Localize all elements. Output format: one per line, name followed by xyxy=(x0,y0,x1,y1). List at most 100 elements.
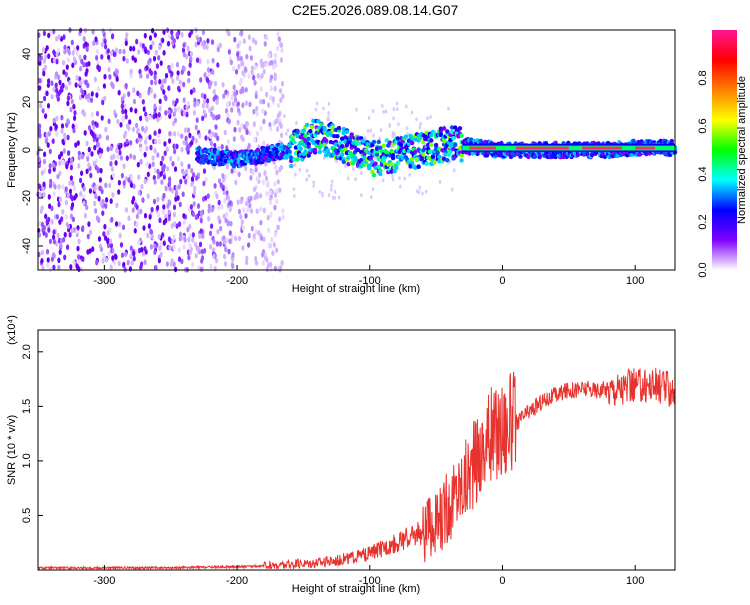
spectrogram-dot xyxy=(129,153,133,159)
spectrogram-dot xyxy=(137,209,141,216)
spectrogram-dot xyxy=(271,64,276,70)
spectrogram-dot xyxy=(214,124,218,130)
spectrogram-dot xyxy=(360,171,363,175)
spectrogram-dot xyxy=(93,144,97,151)
spectrogram-dot xyxy=(153,93,157,99)
spectrogram-dot xyxy=(169,155,173,162)
spectrogram-dot xyxy=(95,55,99,61)
spectrogram-dot xyxy=(203,93,207,100)
spectrogram-dot xyxy=(249,208,253,214)
spectrogram-dot xyxy=(214,132,218,139)
spectrogram-dot xyxy=(159,251,163,258)
spectrogram-dot xyxy=(84,94,89,100)
spectrogram-dot xyxy=(124,82,128,89)
spectrogram-dot xyxy=(250,69,254,76)
spectrogram-dot xyxy=(151,27,155,34)
spectrogram-dot xyxy=(162,192,166,199)
spectrogram-dot xyxy=(117,260,121,267)
spectrogram-dot xyxy=(182,97,186,103)
spectrogram-dot xyxy=(121,224,126,231)
spectrogram-dot xyxy=(265,91,269,98)
spectrogram-dot xyxy=(269,95,273,101)
spectrogram-dot xyxy=(132,250,136,257)
spectrogram-dot xyxy=(90,130,94,136)
spectrogram-dot xyxy=(144,115,148,122)
spectrogram-dot xyxy=(156,212,161,218)
spectrogram-dot xyxy=(70,98,74,105)
spectrogram-ridge-dot xyxy=(418,136,423,141)
spectrogram-dot xyxy=(279,97,283,103)
spectrogram-dot xyxy=(158,78,162,85)
spectrogram-dot xyxy=(177,184,181,190)
spectrogram-dot xyxy=(247,197,251,204)
spectrogram-dot xyxy=(71,216,75,223)
snr-panel: -300 -200 -100 0 100 0.5 1.0 1.5 2.0 Height of … xyxy=(6,315,676,595)
spectrogram-dot xyxy=(168,244,172,251)
spectrogram-dot xyxy=(447,106,450,111)
spectrogram-dot xyxy=(175,143,179,150)
spectrogram-dot xyxy=(96,216,100,222)
snr-x-ticks: -300 -200 -100 0 100 xyxy=(93,565,644,587)
spectrogram-dot xyxy=(239,198,243,205)
spectrogram-dot xyxy=(77,254,81,260)
spectrogram-dot xyxy=(48,168,52,174)
spectrogram-dot xyxy=(263,41,267,47)
spectrogram-dot xyxy=(259,86,263,92)
spectrogram-dot xyxy=(112,172,116,179)
spectrogram-dot xyxy=(102,231,106,237)
snr-x-tick-label: -100 xyxy=(359,575,381,587)
spectrogram-dot xyxy=(72,127,76,134)
spectrogram-dot xyxy=(186,127,191,133)
snr-line xyxy=(37,367,676,571)
spectrogram-dot xyxy=(158,128,162,135)
spectrogram-ridge-dot xyxy=(435,150,440,155)
spectrogram-dot xyxy=(182,219,186,225)
spectrogram-dot xyxy=(164,110,168,116)
spectrogram-dot xyxy=(87,162,91,168)
spectrogram-dot xyxy=(72,103,76,110)
spectrogram-ridge-dot xyxy=(378,168,383,173)
spectrogram-dot xyxy=(79,177,83,184)
spectrogram-dot xyxy=(153,103,157,110)
spectrogram-dot xyxy=(121,108,125,115)
spectrogram-dot xyxy=(142,225,146,231)
spectrogram-dot xyxy=(112,51,116,58)
spectrogram-dot xyxy=(318,189,322,194)
spectrogram-dot xyxy=(110,33,115,40)
spectrogram-dot xyxy=(91,120,95,126)
spectrogram-dot xyxy=(115,147,119,154)
spectrogram-dot xyxy=(312,183,316,188)
spectrogram-dot xyxy=(216,46,220,53)
spectrogram-dot xyxy=(237,171,241,178)
spectrogram-dot xyxy=(247,34,251,40)
spectrogram-dot xyxy=(176,70,180,76)
spectrogram-dot xyxy=(405,104,408,109)
spectrogram-dot xyxy=(55,87,59,94)
spectrogram-dot xyxy=(216,228,220,235)
spectrogram-dot xyxy=(81,225,85,231)
spectrogram-dot xyxy=(305,168,309,173)
spectrogram-dot xyxy=(52,57,57,64)
spectrogram-dot xyxy=(215,241,219,247)
spectrogram-ridge-dot xyxy=(394,165,399,170)
spectrogram-dot xyxy=(167,180,172,187)
spectrogram-dot xyxy=(191,237,195,243)
spectrogram-dot xyxy=(254,166,258,173)
spectrogram-dot xyxy=(254,255,258,262)
spectrogram-dot xyxy=(95,184,99,190)
spectrogram-dot xyxy=(239,214,243,220)
spectrogram-dot xyxy=(125,58,129,64)
spectrogram-dot xyxy=(109,264,113,271)
spectrogram-dot xyxy=(225,163,229,170)
spectrogram-dot xyxy=(410,110,414,115)
spectrogram-dot xyxy=(274,164,278,171)
spectrogram-dot xyxy=(171,78,175,84)
spectrogram-ridge-dot xyxy=(355,147,361,153)
spectrogram-dot xyxy=(200,255,205,261)
spectrogram-dot xyxy=(141,99,145,105)
spectrogram-ridge-dot xyxy=(349,132,354,137)
spectrogram-dot xyxy=(67,150,71,156)
spectrogram-dot xyxy=(122,55,126,62)
spectrogram-dot xyxy=(241,61,245,67)
spectrogram-dot xyxy=(131,126,136,133)
